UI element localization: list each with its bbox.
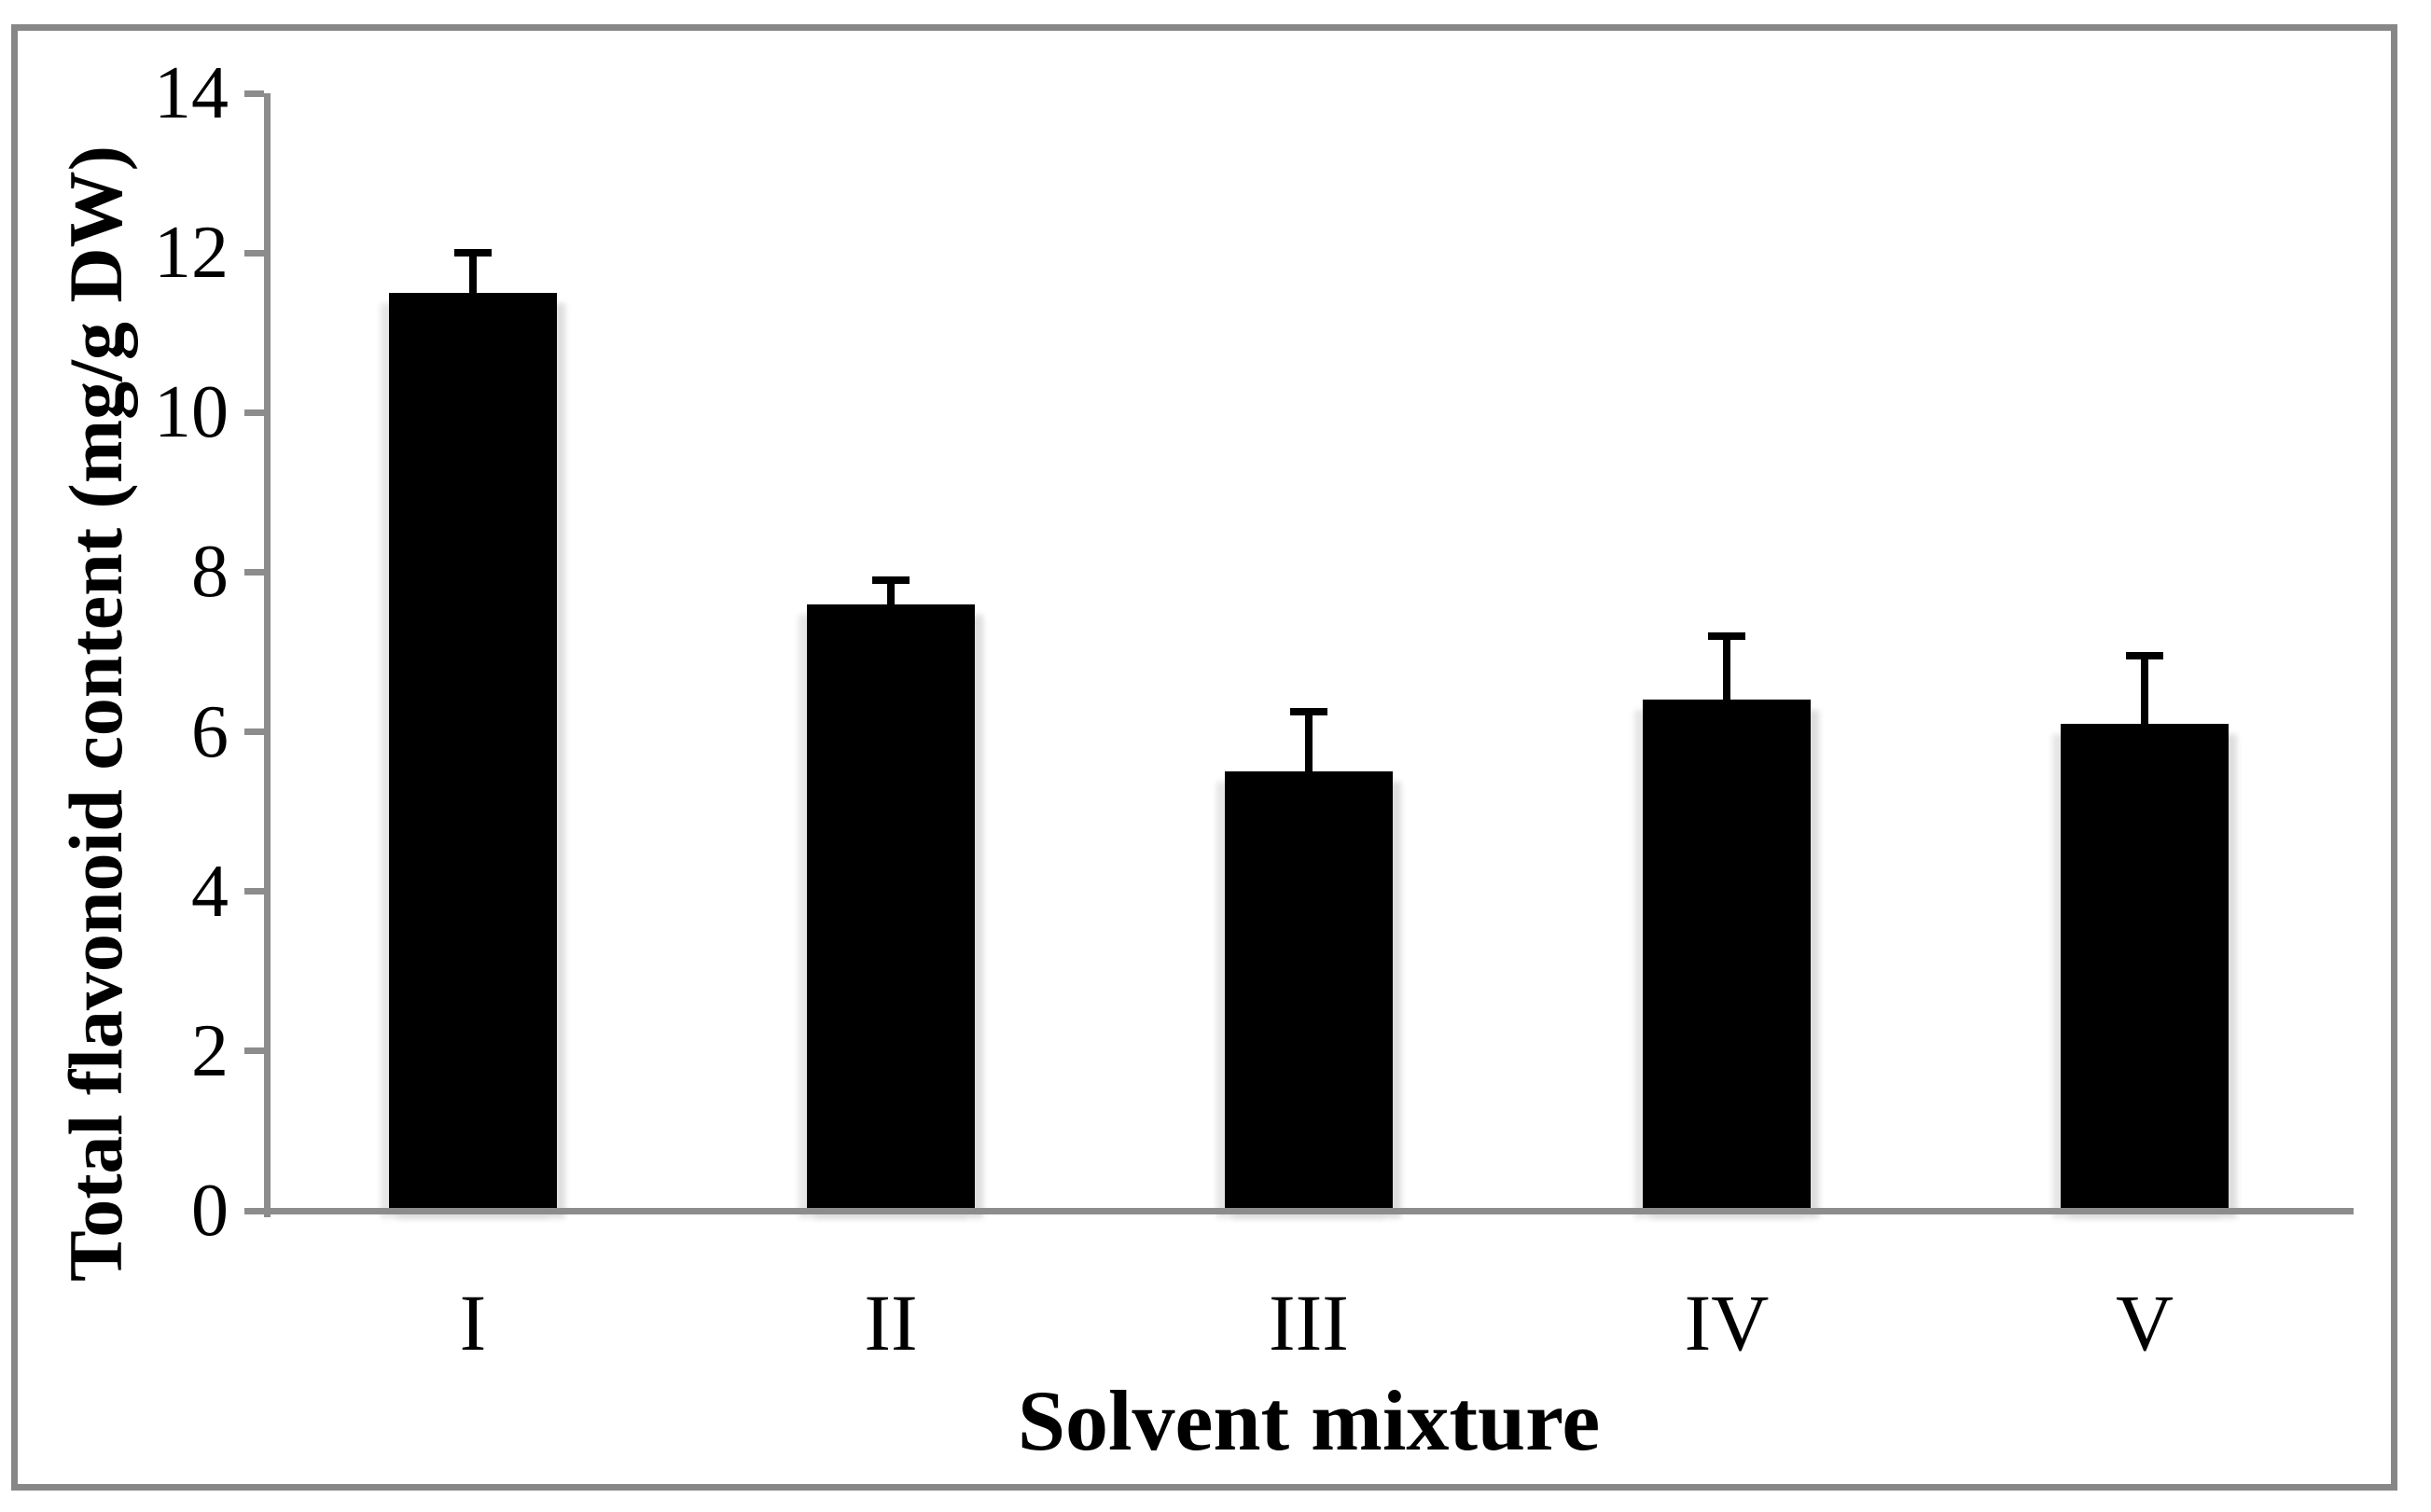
y-tick-label: 0 — [191, 1170, 229, 1252]
y-tick-label: 8 — [191, 531, 229, 614]
y-tick-mark — [244, 409, 264, 416]
y-tick-mark — [244, 568, 264, 576]
error-bar-cap-III — [1290, 708, 1327, 716]
error-bar-cap-IV — [1708, 631, 1745, 640]
y-axis-line — [264, 93, 271, 1217]
y-tick-mark — [244, 1047, 264, 1055]
error-bar-line-I — [469, 253, 477, 293]
y-tick-mark — [244, 728, 264, 736]
y-tick-mark — [244, 249, 264, 257]
y-tick-label: 10 — [154, 371, 229, 454]
y-tick-label: 6 — [191, 690, 229, 773]
error-bar-cap-I — [454, 249, 492, 257]
error-bar-line-V — [2141, 656, 2148, 724]
x-tick-label-V: V — [2115, 1278, 2174, 1367]
y-tick-label: 2 — [191, 1009, 229, 1092]
y-tick-mark — [244, 1207, 264, 1214]
bar-IV — [1643, 700, 1811, 1208]
y-tick-label: 4 — [191, 850, 229, 933]
bar-II — [807, 603, 975, 1208]
x-tick-label-III: III — [1269, 1278, 1349, 1367]
y-tick-label: 12 — [154, 212, 229, 295]
bar-I — [389, 292, 557, 1208]
x-axis-title: Solvent mixture — [1017, 1373, 1601, 1468]
bar-V — [2061, 724, 2229, 1208]
x-tick-label-II: II — [864, 1278, 918, 1367]
x-tick-label-IV: IV — [1684, 1278, 1770, 1367]
y-tick-label: 14 — [154, 52, 229, 134]
y-tick-mark — [244, 90, 264, 97]
x-axis-line — [264, 1208, 2354, 1214]
error-bar-cap-V — [2126, 652, 2163, 660]
error-bar-line-II — [887, 579, 895, 604]
x-tick-label-I: I — [459, 1278, 487, 1367]
error-bar-cap-II — [872, 576, 910, 584]
bar-III — [1225, 771, 1393, 1208]
y-tick-mark — [244, 888, 264, 895]
error-bar-line-IV — [1723, 635, 1730, 701]
chart-border-frame — [11, 24, 2397, 1491]
error-bar-line-III — [1305, 712, 1313, 772]
